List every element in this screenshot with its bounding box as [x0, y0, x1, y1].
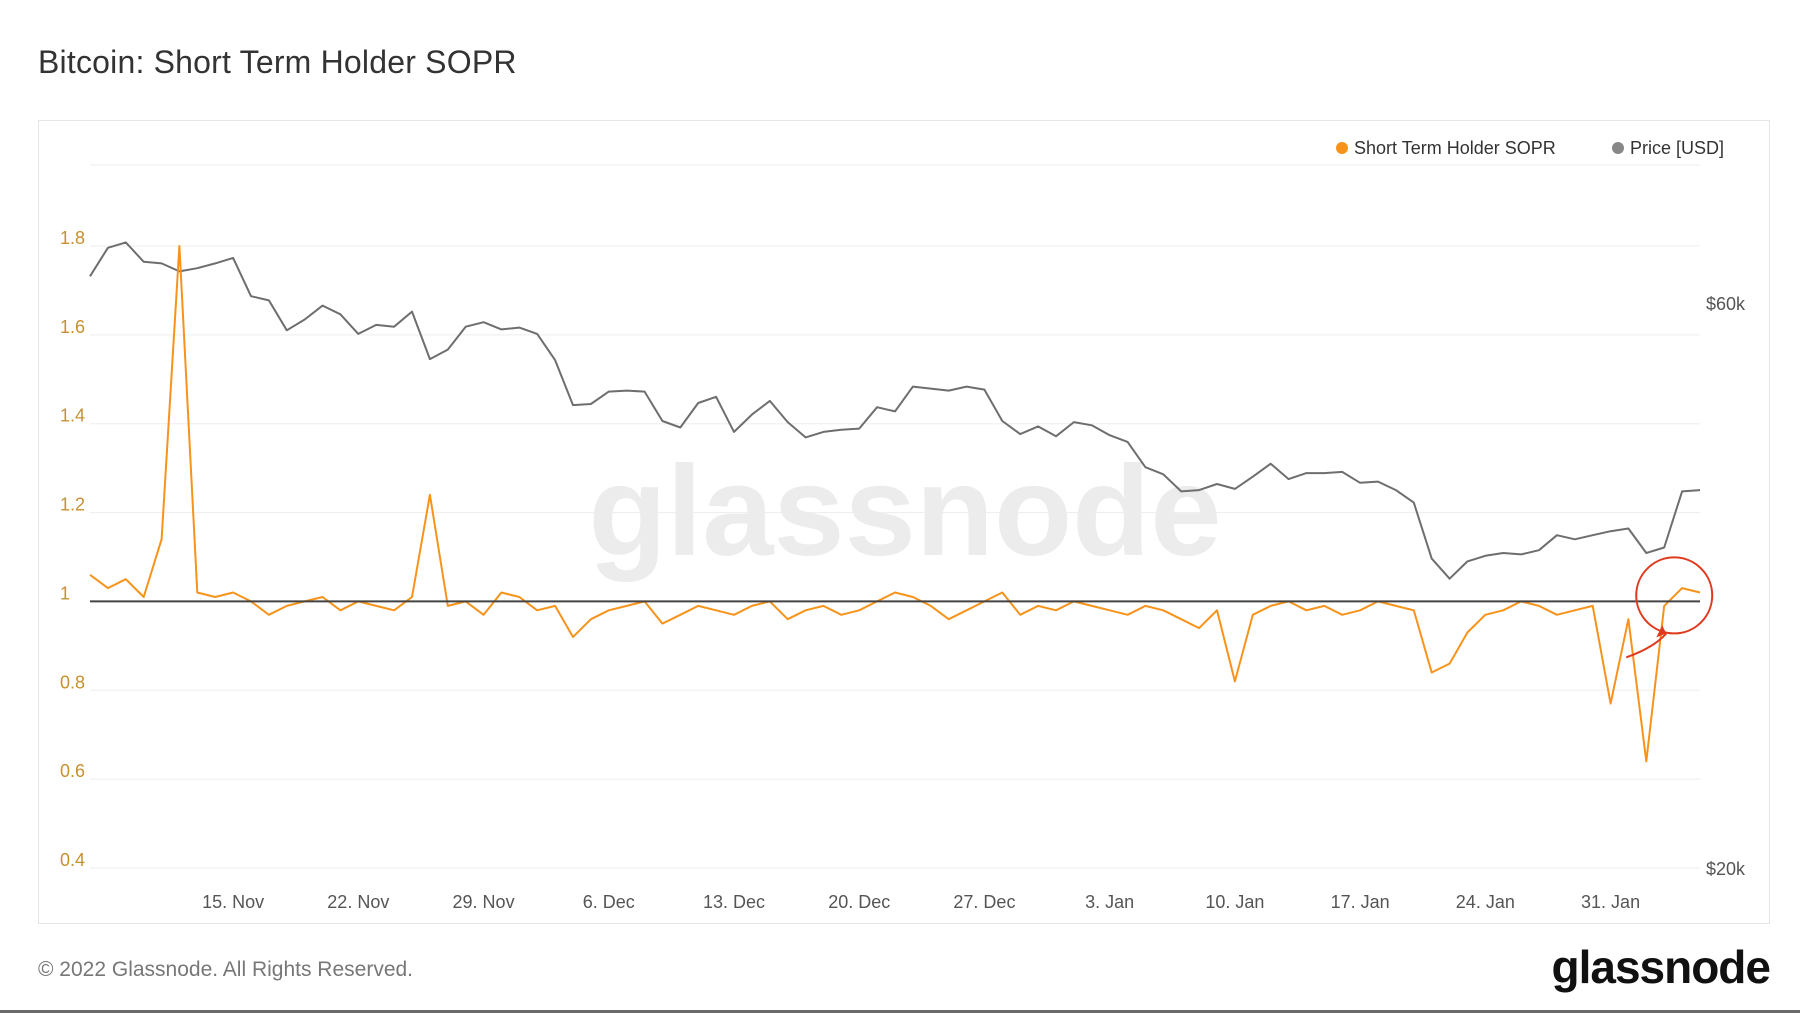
price-line	[89, 241, 1701, 580]
y-left-tick-label: 1.2	[60, 495, 85, 515]
y-right-tick-label: $60k	[1706, 294, 1746, 314]
y-left-tick-label: 0.6	[60, 761, 85, 781]
y-left-tick-label: 1.8	[60, 228, 85, 248]
legend: Short Term Holder SOPR Price [USD]	[1336, 138, 1724, 158]
legend-label: Short Term Holder SOPR	[1354, 138, 1556, 158]
annotation-arrowhead	[1656, 625, 1667, 638]
watermark-text: glassnode	[588, 440, 1221, 583]
chart-frame	[38, 120, 1770, 924]
x-tick-label: 3. Jan	[1085, 892, 1134, 912]
x-tick-label: 29. Nov	[453, 892, 515, 912]
y-left-tick-label: 1.4	[60, 406, 85, 426]
brand-logo: glassnode	[1551, 941, 1771, 993]
x-tick-label: 6. Dec	[583, 892, 635, 912]
legend-marker	[1612, 142, 1624, 154]
annotation-circle	[1635, 556, 1714, 635]
x-tick-label: 27. Dec	[953, 892, 1015, 912]
x-tick-label: 22. Nov	[327, 892, 389, 912]
y-left-tick-label: 0.8	[60, 672, 85, 692]
legend-marker	[1336, 142, 1348, 154]
x-tick-label: 17. Jan	[1331, 892, 1390, 912]
copyright-text: © 2022 Glassnode. All Rights Reserved.	[38, 958, 414, 981]
gridlines	[90, 164, 1700, 869]
x-tick-label: 10. Jan	[1205, 892, 1264, 912]
y-left-tick-label: 1	[60, 583, 70, 603]
x-tick-label: 15. Nov	[202, 892, 264, 912]
annotation-arrow	[1625, 632, 1667, 659]
y-left-tick-label: 1.6	[60, 317, 85, 337]
legend-label: Price [USD]	[1630, 138, 1724, 158]
x-tick-label: 31. Jan	[1581, 892, 1640, 912]
y-left-tick-label: 0.4	[60, 850, 85, 870]
x-tick-label: 20. Dec	[828, 892, 890, 912]
x-tick-label: 24. Jan	[1456, 892, 1515, 912]
bottom-rule	[0, 1010, 1800, 1013]
page-title: Bitcoin: Short Term Holder SOPR	[38, 44, 517, 80]
y-right-tick-label: $20k	[1706, 859, 1746, 879]
x-tick-label: 13. Dec	[703, 892, 765, 912]
